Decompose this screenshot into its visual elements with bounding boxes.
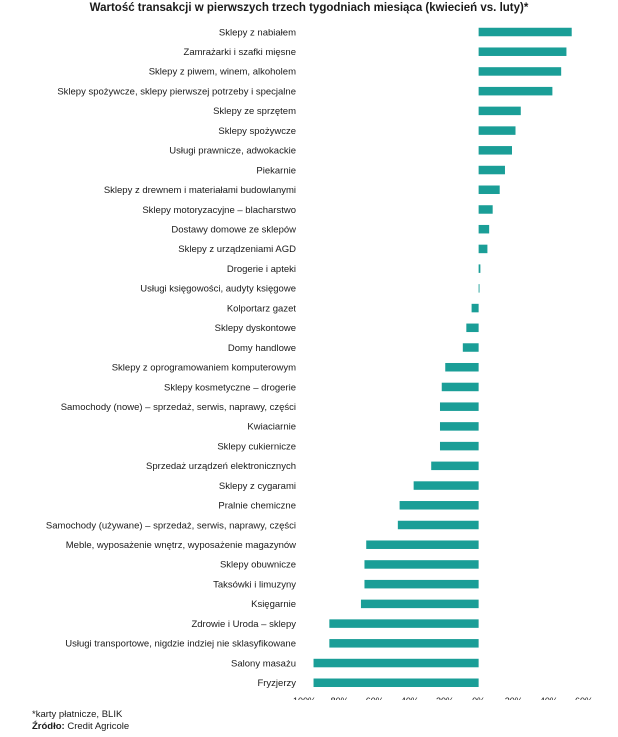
- bar: [439, 402, 479, 411]
- category-label: Sklepy ze sprzętem: [213, 106, 296, 117]
- category-label: Drogerie i apteki: [227, 264, 296, 275]
- category-label: Sprzedaż urządzeń elektronicznych: [146, 461, 296, 472]
- category-label: Taksówki i limuzyny: [213, 579, 296, 590]
- bar: [478, 205, 493, 214]
- bar: [478, 244, 488, 254]
- x-tick-label: -40%: [398, 696, 419, 700]
- bar: [360, 599, 479, 609]
- category-label: Sklepy z nabiałem: [219, 27, 296, 38]
- bar: [478, 264, 481, 273]
- category-label: Samochody (używane) – sprzedaż, serwis, …: [46, 520, 296, 531]
- bar: [329, 639, 479, 648]
- bar: [478, 284, 480, 293]
- category-label: Sklepy dyskontowe: [215, 323, 296, 334]
- category-label: Domy handlowe: [228, 343, 296, 354]
- bar: [478, 86, 553, 96]
- category-label: Sklepy z urządzeniami AGD: [178, 244, 296, 255]
- bar: [471, 303, 479, 313]
- bar: [364, 560, 479, 569]
- footnote-note: *karty płatnicze, BLIK: [32, 709, 123, 720]
- category-label: Sklepy z oprogramowaniem komputerowym: [112, 363, 296, 374]
- bar: [466, 323, 479, 333]
- category-label: Kwiaciarnie: [247, 422, 296, 433]
- bar: [478, 165, 505, 175]
- bar: [478, 27, 572, 37]
- bar: [445, 362, 479, 372]
- bar: [439, 422, 479, 431]
- category-label: Sklepy z drewnem i materiałami budowlany…: [104, 185, 296, 196]
- bar: [478, 185, 500, 195]
- category-label: Sklepy z cygarami: [219, 481, 296, 492]
- bar: [313, 658, 479, 668]
- x-tick-label: -80%: [328, 696, 349, 700]
- category-label: Salony masażu: [231, 658, 296, 669]
- x-tick-label: 60%: [575, 696, 593, 700]
- category-label: Fryzjerzy: [257, 678, 296, 689]
- x-tick-label: -100%: [290, 696, 316, 700]
- x-tick-label: -20%: [433, 696, 454, 700]
- category-label: Sklepy motoryzacyjne – blacharstwo: [142, 205, 296, 216]
- category-label: Usługi transportowe, nigdzie indziej nie…: [65, 639, 296, 650]
- source-value: Credit Agricole: [67, 721, 130, 732]
- category-label: Usługi prawnicze, adwokackie: [169, 146, 296, 157]
- bar: [478, 146, 512, 155]
- bar: [431, 461, 479, 471]
- bar: [313, 678, 479, 688]
- x-tick-label: 40%: [540, 696, 558, 700]
- bar: [329, 619, 479, 628]
- bar: [478, 47, 567, 56]
- category-label: Kolportarz gazet: [227, 303, 297, 314]
- bar: [441, 382, 479, 392]
- bar: [439, 441, 479, 451]
- category-label: Zdrowie i Uroda – sklepy: [191, 619, 296, 630]
- category-label: Zamrażarki i szafki mięsne: [184, 47, 296, 58]
- category-label: Sklepy kosmetyczne – drogerie: [164, 382, 296, 393]
- bar: [478, 67, 562, 76]
- bar: [413, 481, 479, 490]
- bar: [399, 501, 479, 510]
- bar: [462, 343, 479, 352]
- category-label: Samochody (nowe) – sprzedaż, serwis, nap…: [61, 402, 296, 413]
- bar: [478, 224, 490, 234]
- category-label: Sklepy z piwem, winem, alkoholem: [149, 67, 296, 78]
- bar: [364, 579, 479, 589]
- category-label: Piekarnie: [256, 165, 296, 176]
- category-label: Sklepy spożywcze, sklepy pierwszej potrz…: [57, 86, 296, 97]
- bar: [397, 520, 479, 530]
- bar-chart: Sklepy z nabiałem Zamrażarki i szafki mię…: [46, 27, 593, 700]
- bar: [366, 540, 479, 549]
- x-tick-label: 20%: [505, 696, 523, 700]
- category-label: Pralnie chemiczne: [218, 501, 296, 512]
- category-label: Meble, wyposażenie wnętrz, wyposażenie m…: [66, 540, 296, 551]
- category-label: Sklepy obuwnicze: [220, 560, 296, 571]
- category-label: Dostawy domowe ze sklepów: [171, 225, 296, 236]
- category-label: Sklepy cukiernicze: [217, 441, 296, 452]
- x-tick-label: 0%: [472, 696, 485, 700]
- bar: [478, 106, 521, 116]
- bar: [478, 126, 516, 135]
- x-tick-label: -60%: [363, 696, 384, 700]
- category-label: Księgarnie: [251, 599, 296, 610]
- category-label: Usługi księgowości, audyty księgowe: [140, 284, 296, 295]
- category-label: Sklepy spożywcze: [218, 126, 296, 137]
- footnote-source: Źródło: Credit Agricole: [32, 721, 129, 732]
- chart-title: Wartość transakcji w pierwszych trzech t…: [89, 2, 529, 14]
- source-label: Źródło:: [32, 721, 65, 732]
